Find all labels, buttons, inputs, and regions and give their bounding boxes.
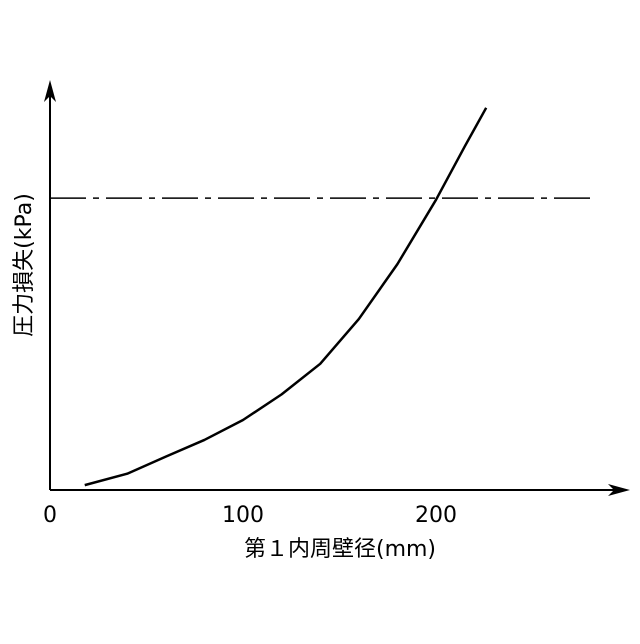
chart: 第１内周壁径(mm) 圧力損失(kPa) 0 100 200 [0, 0, 640, 640]
y-axis-label: 圧力損失(kPa) [12, 193, 37, 337]
x-tick-label: 100 [222, 503, 264, 528]
x-tick-label: 200 [415, 503, 457, 528]
data-line [85, 108, 486, 485]
x-tick-label: 0 [43, 503, 57, 528]
x-axis-label: 第１内周壁径(mm) [244, 537, 436, 562]
